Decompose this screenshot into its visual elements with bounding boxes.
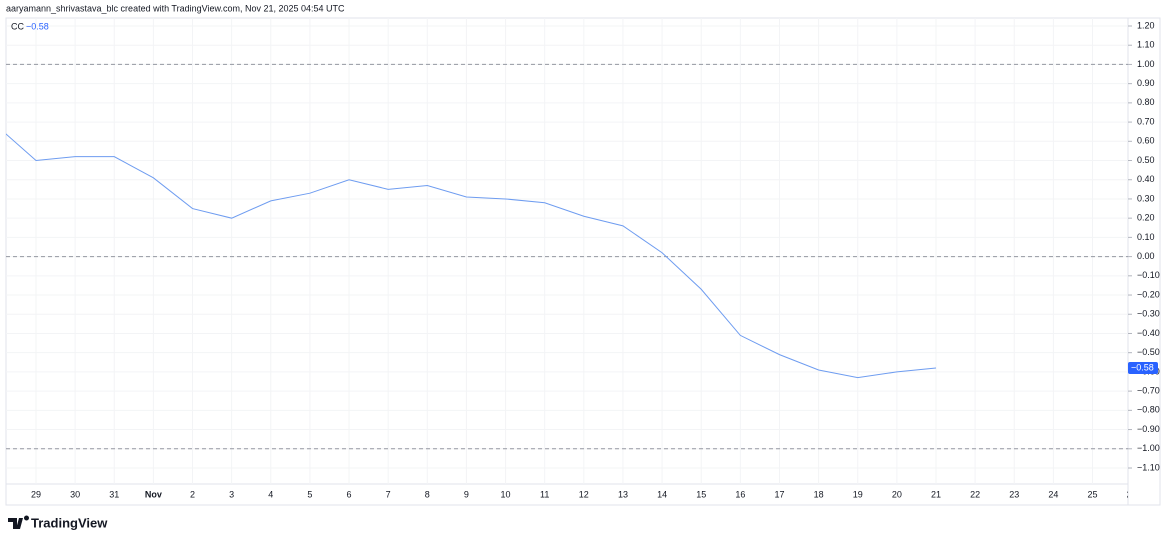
x-tick-label: 5 — [307, 489, 312, 499]
y-tick-label: 1.10 — [1137, 40, 1155, 50]
y-tick-label: 0.80 — [1137, 97, 1155, 107]
plot — [6, 63, 1128, 450]
x-tick-label: 23 — [1009, 489, 1019, 499]
y-tick-label: −0.10 — [1137, 270, 1160, 280]
y-tick-label: −0.20 — [1137, 289, 1160, 299]
x-tick-label: 14 — [657, 489, 667, 499]
x-tick-label: 17 — [774, 489, 784, 499]
x-tick-label: 11 — [540, 489, 549, 499]
header: aaryamann_shrivastava_blc created with T… — [6, 3, 345, 13]
y-tick-label: −1.10 — [1137, 462, 1160, 472]
x-tick-label: 9 — [464, 489, 469, 499]
y-tick-label: 0.00 — [1137, 251, 1155, 261]
y-tick-label: 0.40 — [1137, 174, 1155, 184]
last-value-badge — [1128, 362, 1158, 375]
x-tick-label: 16 — [735, 489, 745, 499]
x-tick-label: 24 — [1048, 489, 1058, 499]
y-tick-label: 0.30 — [1137, 193, 1155, 203]
x-tick-label: 20 — [892, 489, 902, 499]
series-line — [6, 133, 937, 379]
y-tick-label: −0.90 — [1137, 424, 1160, 434]
x-tick-label: 13 — [618, 489, 628, 499]
x-tick-label: 8 — [425, 489, 430, 499]
x-tick-label: 18 — [814, 489, 824, 499]
x-tick-label: 30 — [70, 489, 80, 499]
y-tick-label: 0.90 — [1137, 78, 1155, 88]
x-tick-label: 6 — [347, 489, 352, 499]
y-tick-label: −0.50 — [1137, 347, 1160, 357]
y-tick-label: −0.70 — [1137, 385, 1160, 395]
y-tick-label: 0.50 — [1137, 155, 1155, 165]
x-tick-label: 4 — [268, 489, 273, 499]
y-tick-label: 0.20 — [1137, 213, 1155, 223]
x-tick-label: 25 — [1088, 489, 1098, 499]
x-tick-label: 15 — [696, 489, 706, 499]
legend-name: CC — [11, 21, 24, 31]
x-tick-label: 10 — [501, 489, 511, 499]
y-tick-label: 0.10 — [1137, 232, 1155, 242]
brand: TradingView — [8, 515, 108, 530]
legend-value: −0.58 — [26, 21, 49, 31]
last-value-label: −0.58 — [1131, 362, 1154, 372]
x-tick-label: 22 — [970, 489, 980, 499]
brand-name: TradingView — [31, 515, 108, 530]
y-tick-label: 1.20 — [1137, 20, 1155, 30]
x-tick-label: 29 — [31, 489, 41, 499]
x-tick-label: 3 — [229, 489, 234, 499]
y-tick-label: 0.60 — [1137, 136, 1155, 146]
y-tick-label: −1.00 — [1137, 443, 1160, 453]
y-tick-label: −0.30 — [1137, 309, 1160, 319]
price-axis: 1.20 1.10 1.00 0.90 0.80 0.70 0.60 0.50 0.40 0.30… — [1128, 20, 1160, 472]
x-tick-label: 31 — [109, 489, 119, 499]
x-tick-label: 12 — [579, 489, 589, 499]
time-axis: 29 30 31 Nov 2 3 4 5 6 7 8 9 10 11 12 13 14 15 16 17 18 19 20 2… — [31, 489, 1137, 499]
x-tick-label: 19 — [853, 489, 863, 499]
grid — [6, 18, 1128, 484]
brand-logo — [8, 515, 29, 529]
x-tick-label: 7 — [386, 489, 391, 499]
y-tick-label: 0.70 — [1137, 116, 1155, 126]
y-tick-label: −0.40 — [1137, 328, 1160, 338]
x-tick-label: 21 — [931, 489, 941, 499]
y-tick-label: 1.00 — [1137, 59, 1155, 69]
y-tick-label: −0.80 — [1137, 405, 1160, 415]
x-tick-label: 2 — [190, 489, 195, 499]
x-tick-label: Nov — [145, 489, 162, 499]
x-tick-label: 26 — [1127, 489, 1137, 499]
frame — [5, 17, 1161, 506]
